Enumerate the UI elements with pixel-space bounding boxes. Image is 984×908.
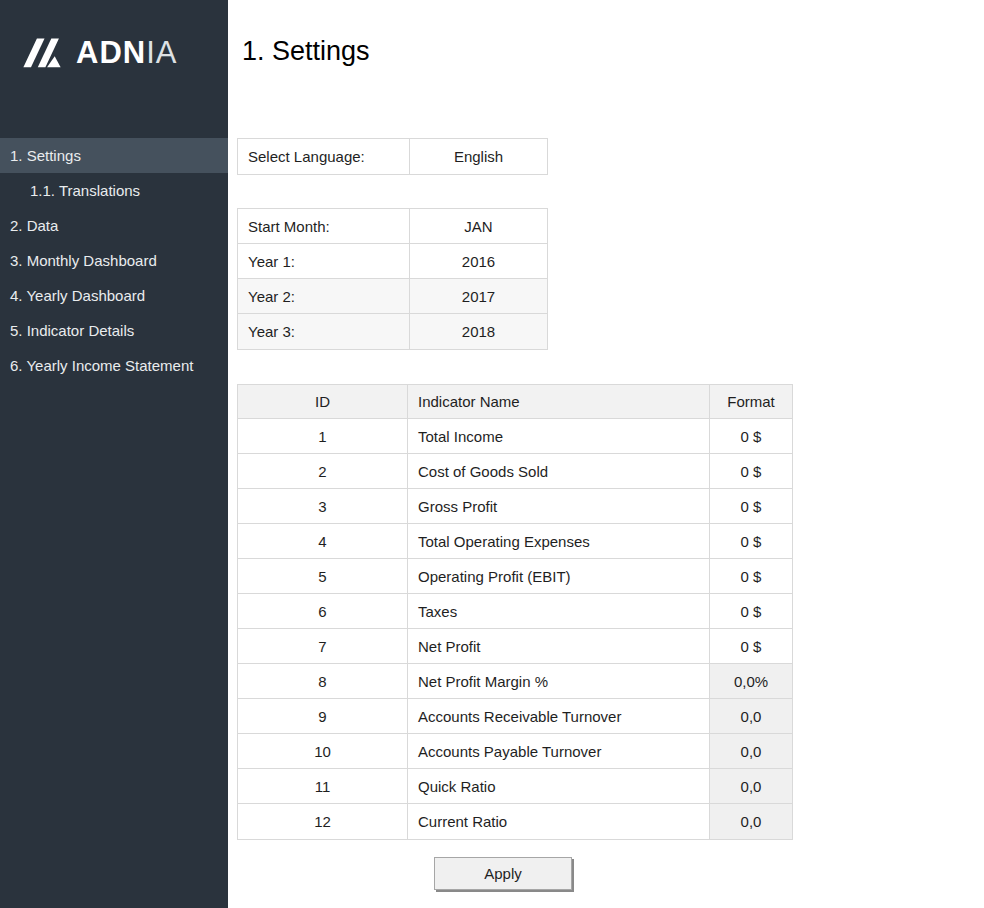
indicator-row: 12Current Ratio0,0 xyxy=(238,804,792,839)
language-label: Select Language: xyxy=(238,139,410,174)
indicator-row: 4Total Operating Expenses0 $ xyxy=(238,524,792,559)
indicator-id: 9 xyxy=(238,699,408,733)
indicator-name-input[interactable]: Accounts Payable Turnover xyxy=(408,734,710,768)
indicator-id: 4 xyxy=(238,524,408,558)
indicator-format-select[interactable]: 0 $ xyxy=(710,524,792,558)
col-header-name: Indicator Name xyxy=(408,385,710,418)
indicator-row: 1Total Income0 $ xyxy=(238,419,792,454)
indicator-format-select[interactable]: 0 $ xyxy=(710,419,792,453)
period-label: Start Month: xyxy=(238,209,410,243)
indicator-format-select[interactable]: 0,0 xyxy=(710,734,792,768)
indicator-name-input[interactable]: Quick Ratio xyxy=(408,769,710,803)
indicator-id: 2 xyxy=(238,454,408,488)
indicators-header-row: ID Indicator Name Format xyxy=(238,385,792,419)
logo: ADNIA xyxy=(0,0,228,138)
brand-bold: ADN xyxy=(76,35,146,70)
indicator-id: 5 xyxy=(238,559,408,593)
indicator-format-select[interactable]: 0,0% xyxy=(710,664,792,698)
indicator-name-input[interactable]: Accounts Receivable Turnover xyxy=(408,699,710,733)
period-label: Year 3: xyxy=(238,314,410,349)
brand-light: IA xyxy=(146,35,177,70)
indicator-name-input[interactable]: Current Ratio xyxy=(408,804,710,839)
indicator-format-select[interactable]: 0,0 xyxy=(710,769,792,803)
indicator-format-select[interactable]: 0 $ xyxy=(710,594,792,628)
sidebar-item[interactable]: 5. Indicator Details xyxy=(0,313,228,348)
language-select[interactable]: English xyxy=(410,139,547,174)
adnia-logo-icon xyxy=(20,32,64,72)
period-row: Start Month:JAN xyxy=(238,209,547,244)
indicator-name-input[interactable]: Total Income xyxy=(408,419,710,453)
page-title: 1. Settings xyxy=(242,36,370,67)
period-label: Year 2: xyxy=(238,279,410,313)
indicator-name-input[interactable]: Operating Profit (EBIT) xyxy=(408,559,710,593)
indicator-row: 2Cost of Goods Sold0 $ xyxy=(238,454,792,489)
sidebar: ADNIA 1. Settings1.1. Translations2. Dat… xyxy=(0,0,228,908)
indicator-id: 1 xyxy=(238,419,408,453)
period-row: Year 2:2017 xyxy=(238,279,547,314)
indicator-row: 5Operating Profit (EBIT)0 $ xyxy=(238,559,792,594)
period-table: Start Month:JANYear 1:2016Year 2:2017Yea… xyxy=(237,208,548,350)
sidebar-item[interactable]: 4. Yearly Dashboard xyxy=(0,278,228,313)
period-label: Year 1: xyxy=(238,244,410,278)
indicator-name-input[interactable]: Taxes xyxy=(408,594,710,628)
period-value-input[interactable]: 2017 xyxy=(410,279,547,313)
brand-text: ADNIA xyxy=(76,37,177,68)
indicator-name-input[interactable]: Cost of Goods Sold xyxy=(408,454,710,488)
indicator-name-input[interactable]: Net Profit xyxy=(408,629,710,663)
sidebar-item[interactable]: 1. Settings xyxy=(0,138,228,173)
indicator-id: 11 xyxy=(238,769,408,803)
language-table: Select Language: English xyxy=(237,138,548,175)
indicators-body: 1Total Income0 $2Cost of Goods Sold0 $3G… xyxy=(238,419,792,839)
indicator-row: 7Net Profit0 $ xyxy=(238,629,792,664)
apply-button[interactable]: Apply xyxy=(434,857,572,890)
indicator-format-select[interactable]: 0 $ xyxy=(710,629,792,663)
indicator-row: 11Quick Ratio0,0 xyxy=(238,769,792,804)
indicator-id: 12 xyxy=(238,804,408,839)
col-header-id: ID xyxy=(238,385,408,418)
indicator-id: 7 xyxy=(238,629,408,663)
sidebar-item[interactable]: 1.1. Translations xyxy=(0,173,228,208)
indicator-id: 6 xyxy=(238,594,408,628)
period-row: Year 1:2016 xyxy=(238,244,547,279)
indicator-id: 8 xyxy=(238,664,408,698)
indicator-format-select[interactable]: 0 $ xyxy=(710,454,792,488)
indicator-row: 6Taxes0 $ xyxy=(238,594,792,629)
period-row: Year 3:2018 xyxy=(238,314,547,349)
sidebar-item[interactable]: 3. Monthly Dashboard xyxy=(0,243,228,278)
period-value-input[interactable]: 2018 xyxy=(410,314,547,349)
sidebar-nav: 1. Settings1.1. Translations2. Data3. Mo… xyxy=(0,138,228,383)
period-value-input[interactable]: JAN xyxy=(410,209,547,243)
indicator-row: 3Gross Profit0 $ xyxy=(238,489,792,524)
indicator-id: 10 xyxy=(238,734,408,768)
indicator-name-input[interactable]: Total Operating Expenses xyxy=(408,524,710,558)
indicator-row: 10Accounts Payable Turnover0,0 xyxy=(238,734,792,769)
indicator-format-select[interactable]: 0,0 xyxy=(710,804,792,839)
sidebar-item[interactable]: 2. Data xyxy=(0,208,228,243)
indicator-row: 9Accounts Receivable Turnover0,0 xyxy=(238,699,792,734)
indicator-name-input[interactable]: Gross Profit xyxy=(408,489,710,523)
indicators-table: ID Indicator Name Format 1Total Income0 … xyxy=(237,384,793,840)
sidebar-item[interactable]: 6. Yearly Income Statement xyxy=(0,348,228,383)
indicator-format-select[interactable]: 0,0 xyxy=(710,699,792,733)
language-row: Select Language: English xyxy=(238,139,547,174)
indicator-format-select[interactable]: 0 $ xyxy=(710,559,792,593)
indicator-name-input[interactable]: Net Profit Margin % xyxy=(408,664,710,698)
indicator-format-select[interactable]: 0 $ xyxy=(710,489,792,523)
indicator-row: 8Net Profit Margin %0,0% xyxy=(238,664,792,699)
indicator-id: 3 xyxy=(238,489,408,523)
col-header-format: Format xyxy=(710,385,792,418)
period-value-input[interactable]: 2016 xyxy=(410,244,547,278)
